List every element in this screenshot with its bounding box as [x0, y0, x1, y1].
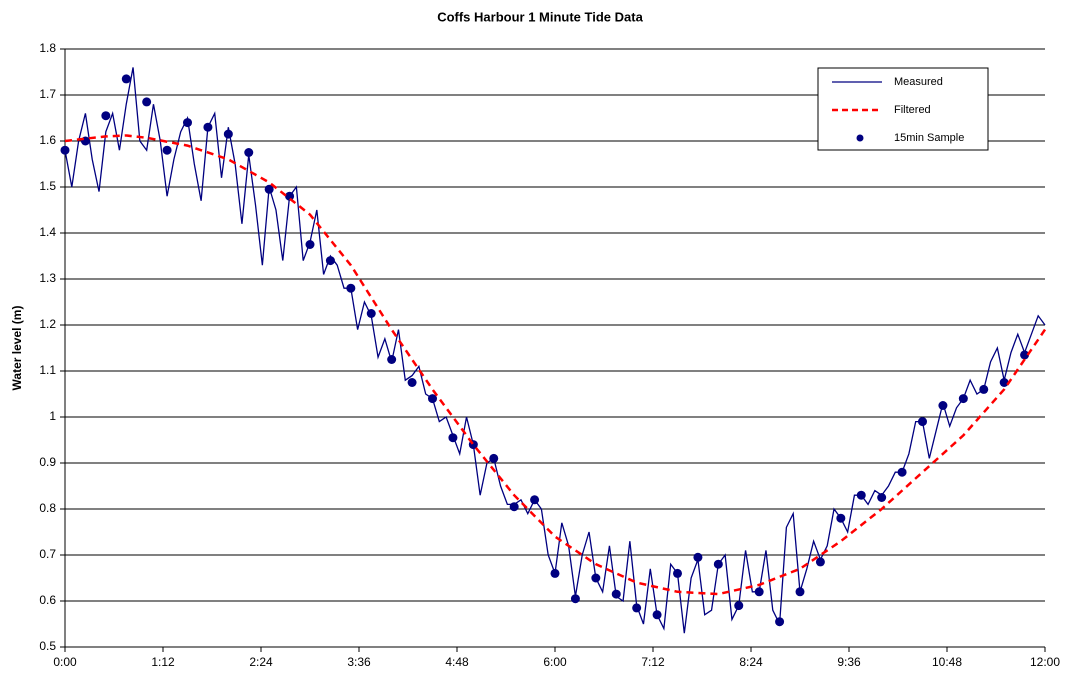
sample-point	[591, 573, 601, 583]
y-tick-label: 1	[49, 409, 56, 423]
y-tick-label: 1.1	[39, 363, 56, 377]
sample-point	[856, 490, 866, 500]
sample-point	[632, 603, 642, 613]
sample-point	[325, 256, 335, 266]
x-tick-label: 9:36	[837, 655, 861, 669]
y-tick-label: 0.8	[39, 501, 56, 515]
sample-point	[142, 97, 152, 107]
sample-point	[183, 118, 192, 128]
sample-point	[897, 467, 907, 477]
sample-point	[448, 433, 458, 443]
chart-title: Coffs Harbour 1 Minute Tide Data	[437, 9, 643, 24]
sample-point	[836, 513, 846, 523]
x-tick-label: 1:12	[151, 655, 175, 669]
sample-point	[673, 568, 682, 578]
x-tick-label: 0:00	[53, 655, 77, 669]
legend-marker	[856, 134, 864, 142]
sample-point	[162, 145, 172, 155]
sample-point	[611, 589, 621, 599]
sample-point	[101, 111, 111, 121]
y-tick-label: 1.4	[39, 225, 56, 239]
legend: Measured Filtered 15min Sample	[817, 67, 989, 151]
x-tick-label: 8:24	[739, 655, 763, 669]
series-line	[64, 134, 1047, 596]
sample-point	[734, 601, 744, 611]
sample-point	[754, 587, 764, 597]
sample-point	[285, 191, 295, 201]
sample-point	[652, 610, 662, 620]
sample-point	[958, 394, 968, 404]
sample-point	[693, 552, 703, 562]
sample-point	[264, 184, 274, 194]
sample-point	[244, 148, 254, 157]
x-tick-label: 7:12	[641, 655, 665, 669]
sample-point	[509, 502, 519, 512]
sample-point	[428, 394, 437, 404]
sample-point	[530, 495, 540, 505]
x-tick-label: 3:36	[347, 655, 371, 669]
sample-point	[815, 557, 825, 567]
legend-label: 15min Sample	[894, 132, 964, 144]
y-tick-label: 1.5	[39, 179, 56, 193]
sample-point	[938, 401, 948, 410]
sample-point	[305, 240, 315, 249]
y-tick-label: 0.7	[39, 547, 56, 561]
sample-point	[550, 568, 560, 578]
legend-label: Filtered	[894, 104, 931, 116]
sample-point	[713, 559, 723, 569]
y-tick-label: 0.6	[39, 593, 56, 607]
x-tick-label: 6:00	[543, 655, 567, 669]
y-tick-label: 1.6	[39, 133, 56, 147]
y-tick-label: 1.2	[39, 317, 56, 331]
sample-point	[570, 594, 580, 604]
x-tick-label: 4:48	[445, 655, 469, 669]
x-tick-label: 12:00	[1030, 655, 1060, 669]
sample-point	[1020, 350, 1030, 360]
x-tick-label: 2:24	[249, 655, 273, 669]
sample-point	[60, 145, 70, 155]
sample-point	[346, 283, 356, 293]
y-tick-label: 1.7	[39, 87, 56, 101]
sample-point	[366, 309, 376, 318]
sample-point	[999, 378, 1009, 387]
y-tick-label: 1.3	[39, 271, 56, 285]
sample-point	[407, 378, 417, 387]
x-tick-label: 10:48	[932, 655, 962, 669]
sample-point	[775, 617, 785, 627]
sample-point	[489, 453, 499, 463]
y-axis-title: Water level (m)	[10, 306, 24, 391]
sample-point	[121, 74, 131, 84]
series-line	[64, 67, 1046, 634]
y-tick-label: 1.8	[39, 41, 56, 55]
legend-label: Measured	[894, 76, 943, 88]
sample-point	[918, 417, 927, 427]
sample-point	[795, 587, 805, 597]
sample-point	[203, 122, 213, 132]
y-tick-label: 0.5	[39, 639, 56, 653]
sample-point	[387, 355, 397, 364]
sample-point	[877, 493, 887, 502]
sample-point	[223, 129, 233, 139]
y-tick-label: 0.9	[39, 455, 56, 469]
sample-point	[979, 384, 989, 394]
